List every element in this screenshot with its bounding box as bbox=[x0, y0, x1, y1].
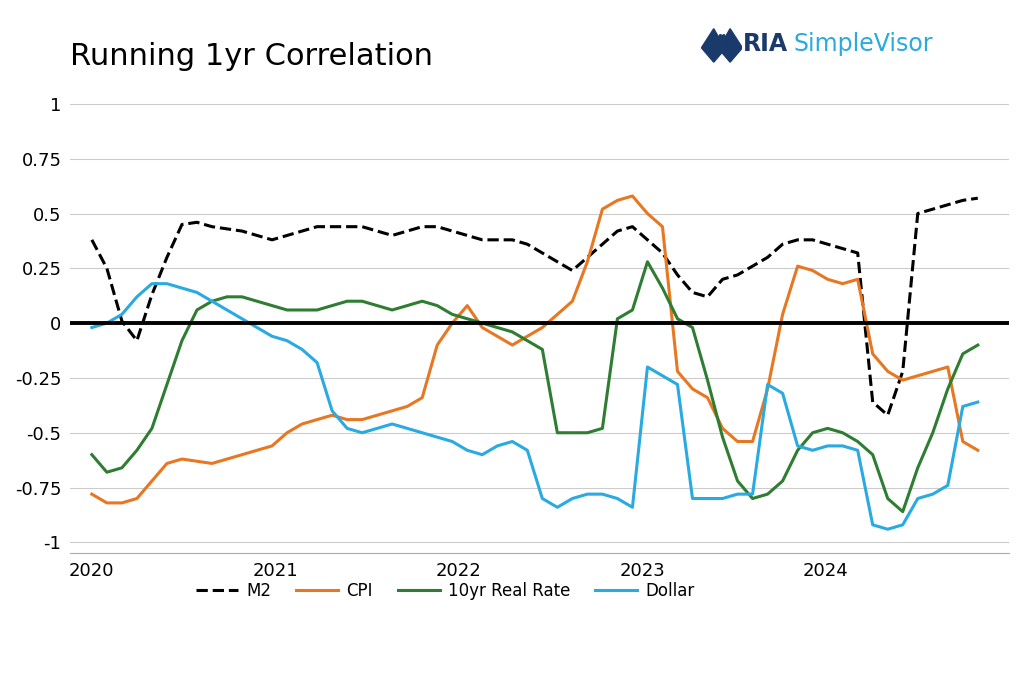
10yr Real Rate bbox=[311, 306, 324, 314]
10yr Real Rate bbox=[371, 301, 383, 309]
CPI bbox=[672, 367, 684, 376]
10yr Real Rate bbox=[236, 293, 248, 301]
Dollar bbox=[972, 398, 984, 406]
CPI bbox=[401, 402, 414, 410]
Dollar bbox=[326, 407, 338, 415]
Dollar bbox=[401, 424, 414, 432]
M2 bbox=[641, 236, 653, 244]
CPI bbox=[251, 446, 263, 454]
Dollar bbox=[656, 372, 669, 380]
Dollar bbox=[251, 324, 263, 332]
M2 bbox=[311, 223, 324, 231]
10yr Real Rate bbox=[641, 257, 653, 266]
CPI bbox=[386, 407, 398, 415]
10yr Real Rate bbox=[972, 341, 984, 349]
M2 bbox=[371, 227, 383, 235]
M2 bbox=[972, 194, 984, 202]
M2 bbox=[86, 236, 98, 244]
Legend: M2, CPI, 10yr Real Rate, Dollar: M2, CPI, 10yr Real Rate, Dollar bbox=[189, 575, 701, 607]
Line: Dollar: Dollar bbox=[92, 283, 978, 529]
Polygon shape bbox=[701, 29, 742, 62]
10yr Real Rate bbox=[897, 507, 909, 516]
10yr Real Rate bbox=[386, 306, 398, 314]
M2 bbox=[236, 227, 248, 235]
10yr Real Rate bbox=[341, 297, 353, 305]
CPI bbox=[326, 411, 338, 419]
CPI bbox=[86, 490, 98, 498]
M2 bbox=[882, 411, 894, 419]
M2 bbox=[341, 223, 353, 231]
M2 bbox=[386, 232, 398, 240]
Dollar bbox=[86, 324, 98, 332]
CPI bbox=[627, 192, 639, 200]
CPI bbox=[100, 499, 113, 507]
Dollar bbox=[882, 525, 894, 533]
CPI bbox=[356, 415, 369, 423]
Line: CPI: CPI bbox=[92, 196, 978, 503]
Line: 10yr Real Rate: 10yr Real Rate bbox=[92, 262, 978, 512]
Text: ☘: ☘ bbox=[712, 34, 732, 55]
Text: SimpleVisor: SimpleVisor bbox=[794, 32, 933, 57]
Text: RIA: RIA bbox=[742, 32, 787, 57]
Dollar bbox=[356, 429, 369, 437]
CPI bbox=[972, 446, 984, 454]
Line: M2: M2 bbox=[92, 198, 978, 415]
Dollar bbox=[386, 420, 398, 428]
Dollar bbox=[145, 279, 158, 288]
Text: Running 1yr Correlation: Running 1yr Correlation bbox=[70, 42, 433, 71]
10yr Real Rate bbox=[656, 284, 669, 292]
10yr Real Rate bbox=[86, 451, 98, 459]
